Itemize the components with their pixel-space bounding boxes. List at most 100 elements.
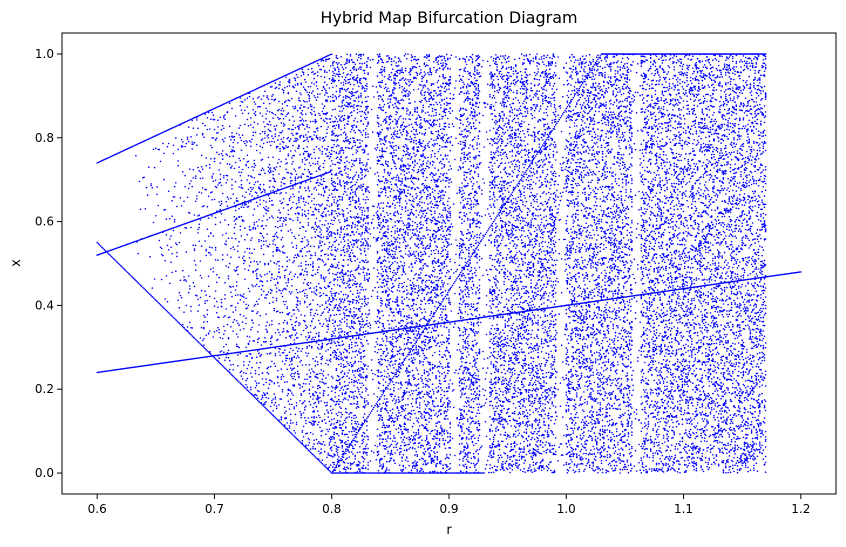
scatter-point: [253, 177, 256, 179]
scatter-point: [307, 73, 310, 76]
scatter-point: [194, 357, 197, 360]
scatter-point: [313, 228, 315, 230]
scatter-point: [355, 337, 358, 340]
scatter-point: [333, 67, 335, 69]
scatter-point: [343, 380, 346, 383]
scatter-point: [347, 384, 349, 387]
scatter-point: [277, 375, 279, 378]
scatter-point: [296, 299, 299, 302]
scatter-point: [272, 189, 274, 192]
scatter-point: [286, 422, 289, 424]
scatter-point: [264, 90, 266, 93]
scatter-point: [322, 394, 325, 397]
scatter-point: [288, 389, 291, 392]
scatter-point: [338, 398, 340, 401]
scatter-point: [291, 369, 293, 371]
scatter-point: [254, 131, 257, 134]
scatter-point: [257, 225, 259, 227]
scatter-point: [258, 390, 260, 393]
scatter-point: [291, 363, 293, 366]
scatter-point: [171, 127, 173, 129]
scatter-point: [277, 275, 279, 278]
scatter-point: [275, 78, 278, 81]
scatter-point: [347, 399, 349, 401]
scatter-point: [362, 377, 365, 379]
scatter-point: [330, 53, 333, 56]
scatter-point: [255, 221, 258, 223]
scatter-point: [257, 123, 259, 125]
scatter-point: [308, 335, 311, 337]
scatter-point: [334, 240, 337, 243]
scatter-point: [341, 298, 344, 300]
scatter-point: [289, 185, 292, 187]
scatter-point: [363, 432, 366, 435]
scatter-point: [277, 328, 279, 331]
scatter-point: [362, 193, 365, 195]
scatter-point: [352, 350, 354, 353]
scatter-point: [265, 117, 267, 120]
scatter-point: [225, 368, 227, 371]
scatter-point: [289, 347, 292, 350]
scatter-point: [314, 456, 317, 458]
scatter-point: [254, 197, 257, 200]
scatter-point: [185, 227, 188, 229]
scatter-point: [295, 69, 298, 72]
scatter-point: [201, 122, 204, 125]
scatter-point: [261, 158, 264, 161]
scatter-point: [268, 172, 271, 174]
scatter-point: [252, 109, 254, 111]
scatter-point: [294, 170, 297, 172]
scatter-point: [333, 279, 335, 282]
scatter-point: [289, 367, 292, 370]
scatter-point: [357, 56, 360, 59]
scatter-point: [347, 270, 349, 273]
scatter-point: [346, 318, 348, 321]
scatter-point: [234, 161, 237, 164]
scatter-point: [262, 206, 265, 209]
scatter-point: [345, 421, 347, 424]
scatter-point: [211, 175, 213, 177]
scatter-point: [302, 226, 305, 228]
scatter-point: [264, 130, 266, 133]
scatter-point: [287, 429, 290, 432]
scatter-point: [295, 140, 298, 142]
scatter-point: [292, 134, 294, 136]
scatter-point: [111, 248, 114, 251]
scatter-point: [312, 453, 314, 456]
scatter-point: [176, 360, 178, 362]
scatter-point: [289, 292, 292, 295]
scatter-point: [201, 205, 204, 208]
scatter-point: [285, 145, 287, 147]
scatter-point: [333, 423, 335, 425]
scatter-point: [352, 252, 354, 254]
scatter-point: [223, 351, 225, 354]
scatter-point: [187, 140, 190, 143]
scatter-point: [335, 118, 338, 120]
scatter-point: [259, 274, 262, 276]
scatter-point: [264, 296, 266, 299]
scatter-point: [261, 224, 264, 227]
scatter-point: [250, 190, 252, 193]
scatter-point: [336, 276, 339, 279]
scatter-point: [354, 131, 357, 134]
scatter-point: [230, 256, 232, 259]
scatter-point: [334, 196, 337, 198]
scatter-point: [216, 273, 218, 276]
scatter-point: [234, 294, 237, 297]
scatter-point: [298, 176, 300, 178]
scatter-point: [108, 156, 110, 159]
scatter-point: [243, 364, 245, 367]
scatter-point: [258, 219, 260, 221]
scatter-point: [293, 367, 296, 370]
scatter-point: [359, 273, 361, 275]
scatter-point: [219, 351, 222, 353]
scatter-point: [243, 220, 245, 222]
scatter-point: [336, 232, 339, 234]
scatter-point: [345, 172, 347, 174]
scatter-point: [121, 368, 123, 370]
scatter-point: [272, 251, 274, 253]
scatter-point: [282, 328, 285, 330]
scatter-point: [280, 376, 283, 378]
scatter-point: [200, 154, 203, 157]
scatter-point: [258, 105, 260, 108]
